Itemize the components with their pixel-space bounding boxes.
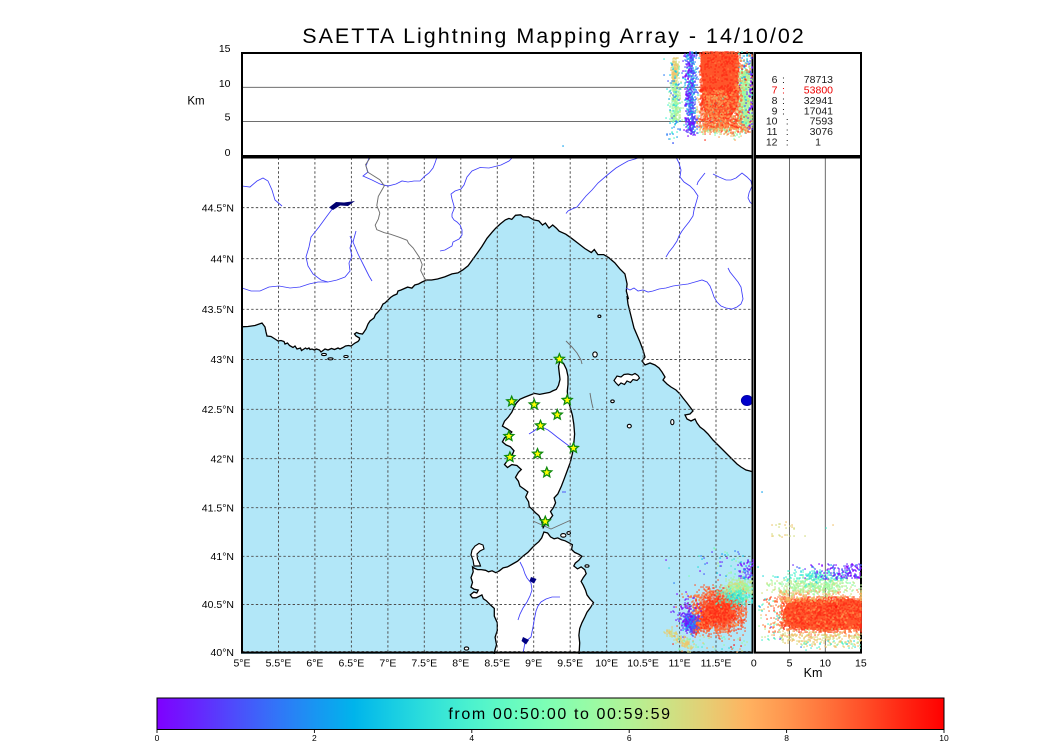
svg-text:0: 0 [155,733,160,743]
svg-text:11.5°E: 11.5°E [701,658,732,670]
svg-text:8.5°E: 8.5°E [484,658,510,670]
svg-text:1: 1 [815,136,821,148]
svg-text:10: 10 [939,733,949,743]
svg-text:9: 9 [772,105,778,117]
svg-text:10: 10 [766,116,778,128]
svg-text:42°N: 42°N [211,453,234,465]
svg-text:43°N: 43°N [211,354,234,366]
svg-text:2: 2 [312,733,317,743]
svg-text:0: 0 [225,147,231,159]
svg-text::: : [782,85,785,97]
svg-text:10.5°E: 10.5°E [627,658,659,670]
svg-text:8: 8 [784,733,789,743]
svg-text::: : [786,126,789,138]
svg-text::: : [782,95,785,107]
svg-text:32941: 32941 [804,95,833,107]
svg-text::: : [786,136,789,148]
svg-text:11: 11 [767,126,778,138]
svg-text:12: 12 [766,136,778,148]
svg-text:15: 15 [219,43,231,55]
svg-text:from 00:50:00 to 00:59:59: from 00:50:00 to 00:59:59 [448,706,671,723]
svg-text:7°E: 7°E [379,658,396,670]
svg-text:8: 8 [772,95,778,107]
svg-text:44°N: 44°N [211,253,234,265]
svg-text:44.5°N: 44.5°N [202,202,234,214]
svg-text:Km: Km [187,96,204,108]
svg-text:7593: 7593 [810,116,834,128]
svg-text:9.5°E: 9.5°E [557,658,583,670]
svg-text:40.5°N: 40.5°N [202,599,234,611]
svg-text::: : [782,105,785,117]
svg-text:10°E: 10°E [595,658,618,670]
svg-text:10: 10 [219,78,231,90]
svg-text:7.5°E: 7.5°E [411,658,437,670]
svg-text:5.5°E: 5.5°E [266,658,292,670]
svg-text:SAETTA Lightning Mapping Array: SAETTA Lightning Mapping Array - 14/10/0… [302,24,806,48]
svg-text:6: 6 [772,74,778,86]
svg-text:41.5°N: 41.5°N [202,502,234,514]
svg-text:43.5°N: 43.5°N [202,304,234,316]
svg-text:7: 7 [772,85,778,97]
svg-text:11°E: 11°E [669,658,691,670]
svg-text:10: 10 [819,658,831,670]
svg-text:8°E: 8°E [452,658,469,670]
svg-text:9°E: 9°E [525,658,542,670]
svg-text:53800: 53800 [804,85,833,97]
svg-text:Km: Km [804,666,823,680]
svg-text:5: 5 [225,112,231,124]
svg-text:3076: 3076 [810,126,834,138]
svg-text:41°N: 41°N [211,551,234,563]
svg-text:15: 15 [855,658,867,670]
svg-text:17041: 17041 [804,105,833,117]
svg-text:42.5°N: 42.5°N [202,404,234,416]
svg-text::: : [786,116,789,128]
svg-text:6.5°E: 6.5°E [338,658,364,670]
svg-text:78713: 78713 [804,74,833,86]
svg-text:0: 0 [751,658,757,670]
svg-text:6: 6 [627,733,632,743]
svg-text::: : [782,74,785,86]
svg-text:40°N: 40°N [211,647,234,659]
svg-text:5°E: 5°E [233,658,250,670]
svg-text:5: 5 [787,658,793,670]
svg-text:4: 4 [469,733,474,743]
svg-text:6°E: 6°E [306,658,323,670]
